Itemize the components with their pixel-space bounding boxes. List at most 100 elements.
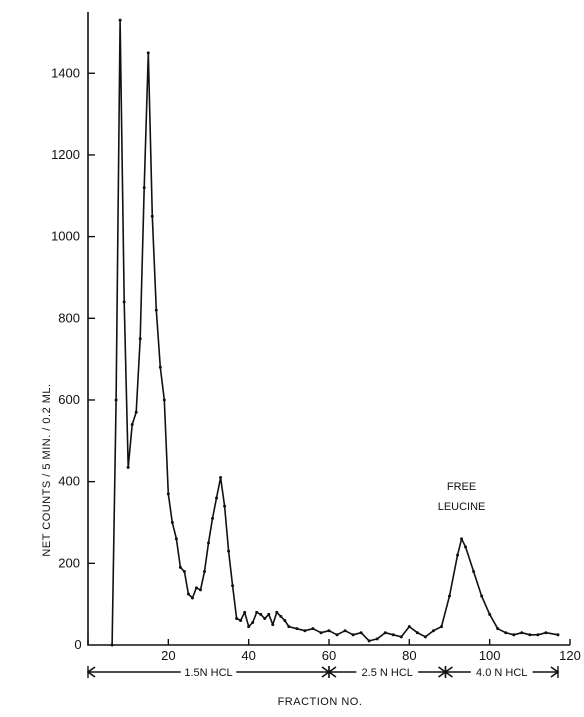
annotation-label: LEUCINE — [438, 501, 486, 513]
data-point — [202, 569, 206, 573]
data-point — [267, 612, 271, 616]
data-point — [219, 476, 223, 480]
elution-segments: 1.5N HCL 2.5 N HCL 4.0 N HCL — [86, 666, 560, 679]
x-tick-label: 120 — [559, 648, 581, 663]
data-point — [415, 631, 419, 635]
data-point — [126, 465, 130, 469]
data-point — [110, 643, 114, 647]
data-point — [448, 594, 451, 598]
y-tick-label: 600 — [58, 392, 80, 407]
data-point — [480, 594, 484, 598]
data-point — [556, 633, 560, 637]
y-tick-label: 800 — [58, 310, 80, 325]
x-tick-label: 80 — [402, 648, 416, 663]
data-point — [544, 631, 548, 635]
data-point — [146, 51, 150, 55]
data-point — [319, 631, 323, 635]
data-point — [512, 633, 516, 637]
data-point — [138, 337, 142, 341]
data-point — [275, 610, 279, 614]
data-point — [215, 496, 219, 500]
x-axis-title: FRACTION NO. — [278, 696, 363, 708]
y-axis-title: NET COUNTS / 5 MIN. / 0.2 ML. — [41, 383, 53, 556]
data-point — [391, 633, 395, 637]
y-tick-label: 1400 — [51, 65, 80, 80]
data-point — [456, 553, 460, 557]
y-tick-label: 400 — [58, 474, 80, 489]
data-point — [166, 492, 170, 496]
series — [110, 18, 560, 647]
data-point — [134, 410, 138, 414]
data-point — [520, 631, 524, 635]
data-point — [190, 596, 194, 600]
data-point — [170, 520, 174, 524]
data-point — [207, 541, 210, 545]
data-point — [142, 186, 146, 190]
data-point — [186, 592, 190, 596]
data-point — [311, 627, 315, 631]
data-point — [198, 588, 202, 592]
data-point — [118, 18, 122, 22]
data-point — [154, 308, 158, 312]
segment-label: 1.5N HCL — [184, 667, 232, 679]
segment-label: 2.5 N HCL — [362, 667, 413, 679]
series-line — [111, 19, 559, 646]
data-point — [383, 631, 387, 635]
axes — [87, 12, 570, 646]
data-point — [223, 504, 227, 508]
data-point — [122, 300, 126, 304]
data-point — [399, 635, 403, 639]
x-tick-label: 60 — [322, 648, 336, 663]
data-point — [488, 612, 492, 616]
data-point — [351, 633, 355, 637]
annotation-label: FREE — [447, 481, 476, 493]
data-point — [174, 537, 178, 541]
y-tick-label: 200 — [58, 555, 80, 570]
data-point — [162, 398, 166, 402]
axis-lines — [87, 12, 570, 646]
data-point — [327, 629, 331, 633]
data-point — [375, 637, 379, 641]
data-point — [231, 584, 235, 588]
data-point — [247, 625, 251, 629]
data-point — [243, 610, 247, 614]
data-point — [504, 631, 508, 635]
annotations: FREE LEUCINE — [438, 481, 486, 513]
data-point — [114, 398, 118, 402]
data-point — [359, 631, 363, 635]
data-point — [464, 545, 468, 549]
data-point — [303, 629, 307, 633]
data-point — [235, 616, 239, 620]
data-point — [182, 569, 186, 573]
data-point — [472, 569, 476, 573]
data-point — [460, 537, 464, 541]
x-tick-label: 100 — [479, 648, 501, 663]
y-ticks: 200 400 600 800 1000 1200 1400 — [51, 65, 95, 570]
data-point — [283, 618, 287, 622]
data-point — [271, 623, 275, 627]
y-tick-label: 1000 — [51, 229, 80, 244]
data-point — [496, 627, 500, 631]
data-point — [255, 610, 259, 614]
x-tick-label: 20 — [161, 648, 175, 663]
data-point — [158, 365, 162, 369]
data-point — [194, 586, 198, 590]
data-point — [211, 516, 215, 520]
data-point — [227, 549, 231, 553]
data-point — [150, 214, 154, 218]
data-point — [439, 625, 443, 629]
data-point — [239, 618, 243, 622]
data-point — [367, 639, 371, 643]
x-tick-label: 0 — [74, 637, 81, 652]
data-point — [251, 621, 255, 625]
data-point — [407, 625, 411, 629]
data-point — [335, 633, 339, 637]
segment-label: 4.0 N HCL — [476, 667, 527, 679]
data-point — [178, 565, 182, 569]
data-point — [536, 633, 540, 637]
data-point — [259, 612, 263, 616]
y-tick-label: 1200 — [51, 147, 80, 162]
data-point — [287, 625, 291, 629]
data-point — [130, 422, 134, 426]
